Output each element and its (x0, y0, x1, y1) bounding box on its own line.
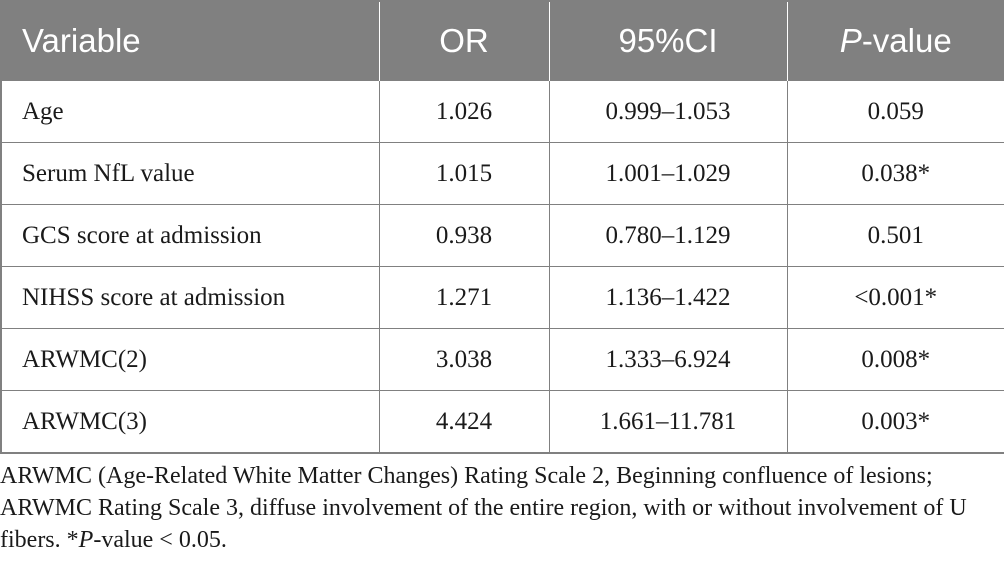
header-or: OR (378, 0, 550, 81)
cell-variable: ARWMC(2) (0, 328, 380, 391)
header-p-rest: -value (861, 22, 952, 59)
cell-or: 1.026 (378, 80, 550, 143)
footnote-text-part1: ARWMC (Age-Related White Matter Changes)… (0, 463, 967, 553)
header-p-letter: P (839, 22, 862, 59)
table-header: Variable OR 95%CI P-value (0, 0, 1004, 81)
header-ci: 95%CI (548, 0, 788, 81)
cell-or: 1.015 (378, 142, 550, 205)
cell-ci: 1.333–6.924 (548, 328, 788, 391)
cell-p-value: <0.001* (786, 266, 1004, 329)
cell-p-value: 0.059 (786, 80, 1004, 143)
results-table: Variable OR 95%CI P-value Age 1.026 0.99… (0, 0, 1004, 454)
cell-variable: ARWMC(3) (0, 390, 380, 454)
cell-or: 1.271 (378, 266, 550, 329)
header-p-value: P-value (786, 0, 1004, 81)
table-row: Serum NfL value 1.015 1.001–1.029 0.038* (0, 142, 1004, 205)
footnote-p-letter: P (78, 527, 94, 553)
cell-p-value: 0.003* (786, 390, 1004, 454)
header-row: Variable OR 95%CI P-value (0, 0, 1004, 81)
cell-ci: 1.136–1.422 (548, 266, 788, 329)
cell-ci: 1.661–11.781 (548, 390, 788, 454)
table-footnote: ARWMC (Age-Related White Matter Changes)… (0, 460, 1004, 556)
cell-variable: GCS score at admission (0, 204, 380, 267)
table-body: Age 1.026 0.999–1.053 0.059 Serum NfL va… (0, 80, 1004, 454)
cell-ci: 1.001–1.029 (548, 142, 788, 205)
footnote-text-part2: -value < 0.05. (93, 527, 227, 553)
cell-or: 0.938 (378, 204, 550, 267)
table-row: NIHSS score at admission 1.271 1.136–1.4… (0, 266, 1004, 329)
cell-ci: 0.999–1.053 (548, 80, 788, 143)
cell-or: 3.038 (378, 328, 550, 391)
results-table-container: Variable OR 95%CI P-value Age 1.026 0.99… (0, 0, 1004, 454)
cell-ci: 0.780–1.129 (548, 204, 788, 267)
table-row: GCS score at admission 0.938 0.780–1.129… (0, 204, 1004, 267)
cell-or: 4.424 (378, 390, 550, 454)
cell-variable: Serum NfL value (0, 142, 380, 205)
table-row: ARWMC(2) 3.038 1.333–6.924 0.008* (0, 328, 1004, 391)
cell-p-value: 0.008* (786, 328, 1004, 391)
cell-variable: Age (0, 80, 380, 143)
table-row: Age 1.026 0.999–1.053 0.059 (0, 80, 1004, 143)
cell-variable: NIHSS score at admission (0, 266, 380, 329)
table-row: ARWMC(3) 4.424 1.661–11.781 0.003* (0, 390, 1004, 454)
cell-p-value: 0.501 (786, 204, 1004, 267)
cell-p-value: 0.038* (786, 142, 1004, 205)
header-variable: Variable (0, 0, 380, 81)
